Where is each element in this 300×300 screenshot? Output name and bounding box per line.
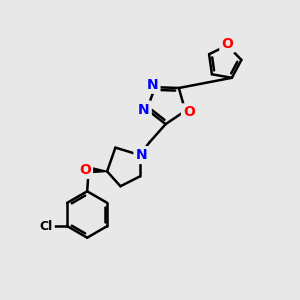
Text: O: O — [79, 163, 91, 177]
Text: O: O — [221, 37, 233, 51]
Polygon shape — [88, 167, 107, 173]
Text: N: N — [136, 148, 147, 162]
Text: Cl: Cl — [40, 220, 53, 232]
Text: O: O — [183, 105, 195, 119]
Text: N: N — [147, 78, 158, 92]
Text: N: N — [138, 103, 150, 116]
